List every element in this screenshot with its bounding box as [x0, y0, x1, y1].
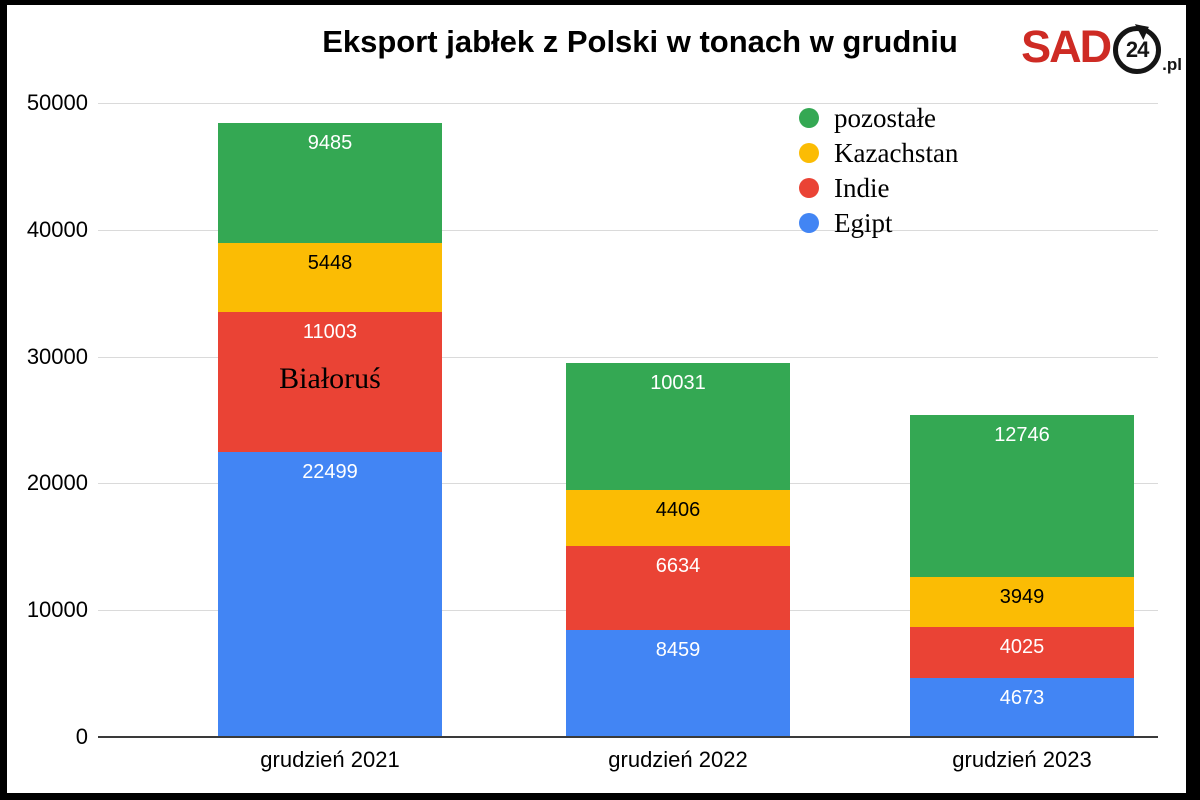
y-axis-tick-label: 30000 — [26, 343, 88, 369]
bar-segment-indie-grudzień-2023: 4025 — [910, 626, 1134, 678]
legend-marker-circle-icon — [799, 212, 819, 233]
bar-segment-pozostałe-grudzień-2022: 10031 — [566, 362, 790, 490]
legend-item-kazachstan: Kazachstan — [799, 135, 958, 170]
bar-value-label: 4673 — [999, 686, 1045, 709]
bar-value-label: 9485 — [307, 131, 353, 154]
sad24-logo: SAD 24 .pl — [1021, 18, 1182, 75]
y-axis-tick-label: 0 — [75, 724, 88, 749]
frame-border-left — [0, 0, 7, 800]
y-axis-tick-label: 10000 — [26, 597, 88, 623]
bar-value-label: 4406 — [655, 498, 701, 521]
x-axis-category-label: grudzień 2022 — [608, 747, 748, 772]
logo-badge-number: 24 — [1125, 37, 1150, 62]
bar-segment-kazachstan-grudzień-2021: 5448 — [218, 243, 442, 313]
bar-value-label: 4025 — [999, 635, 1045, 658]
x-axis-category-label: grudzień 2023 — [952, 747, 1092, 772]
logo-domain-suffix: .pl — [1162, 55, 1182, 74]
x-axis-line — [98, 736, 1158, 738]
logo-24-circle-icon: 24 — [1113, 18, 1162, 74]
gridline — [98, 356, 1158, 358]
legend: pozostałe Kazachstan Indie Egipt — [799, 100, 958, 240]
legend-marker-circle-icon — [799, 107, 819, 128]
legend-item-pozostałe: pozostałe — [799, 100, 958, 135]
legend-label: Kazachstan — [834, 137, 959, 168]
gridline — [98, 103, 1158, 104]
y-axis-tick-label: 50000 — [26, 90, 88, 115]
gridline — [98, 229, 1158, 231]
legend-label: Egipt — [834, 207, 893, 238]
legend-label: pozostałe — [834, 102, 936, 133]
bar-value-label: 11003 — [302, 321, 358, 344]
bar-segment-kazachstan-grudzień-2022: 4406 — [566, 489, 790, 546]
bar-segment-pozostałe-grudzień-2021: 9485 — [218, 122, 442, 244]
bar-segment-egipt-grudzień-2022: 8459 — [566, 629, 790, 737]
bar-segment-indie-grudzień-2022: 6634 — [566, 545, 790, 630]
legend-item-indie: Indie — [799, 170, 958, 205]
y-axis-tick-label: 40000 — [26, 216, 88, 242]
bar-value-label: 6634 — [655, 554, 701, 577]
legend-item-egipt: Egipt — [799, 205, 958, 240]
bar-segment-egipt-grudzień-2023: 4673 — [910, 677, 1134, 737]
logo-brand-text: SAD — [1021, 21, 1112, 72]
legend-marker-circle-icon — [799, 142, 819, 163]
bar-value-label: 12746 — [994, 424, 1050, 447]
legend-marker-circle-icon — [799, 177, 819, 198]
bar-value-label: 22499 — [302, 460, 358, 483]
bar-value-label: 3949 — [999, 585, 1045, 608]
bar-value-label: 10031 — [650, 371, 706, 394]
bar-segment-kazachstan-grudzień-2023: 3949 — [910, 576, 1134, 627]
bar-segment-egipt-grudzień-2021: 22499 — [218, 451, 442, 737]
bar-segment-indie-grudzień-2021: 11003 Białoruś — [218, 312, 442, 452]
chart-title: Eksport jabłek z Polski w tonach w grudn… — [322, 24, 958, 59]
frame-border-bottom — [0, 793, 1200, 800]
frame-border-right — [1186, 0, 1200, 800]
legend-label: Indie — [834, 172, 890, 203]
frame-border-top — [0, 0, 1200, 5]
bar-value-label: 8459 — [655, 638, 701, 661]
y-axis-tick-label: 20000 — [26, 470, 88, 496]
bar-annotation-bialorus: Białoruś — [279, 362, 381, 396]
x-axis-category-label: grudzień 2021 — [260, 747, 400, 772]
bar-value-label: 5448 — [307, 252, 353, 275]
bar-segment-pozostałe-grudzień-2023: 12746 — [910, 415, 1134, 577]
